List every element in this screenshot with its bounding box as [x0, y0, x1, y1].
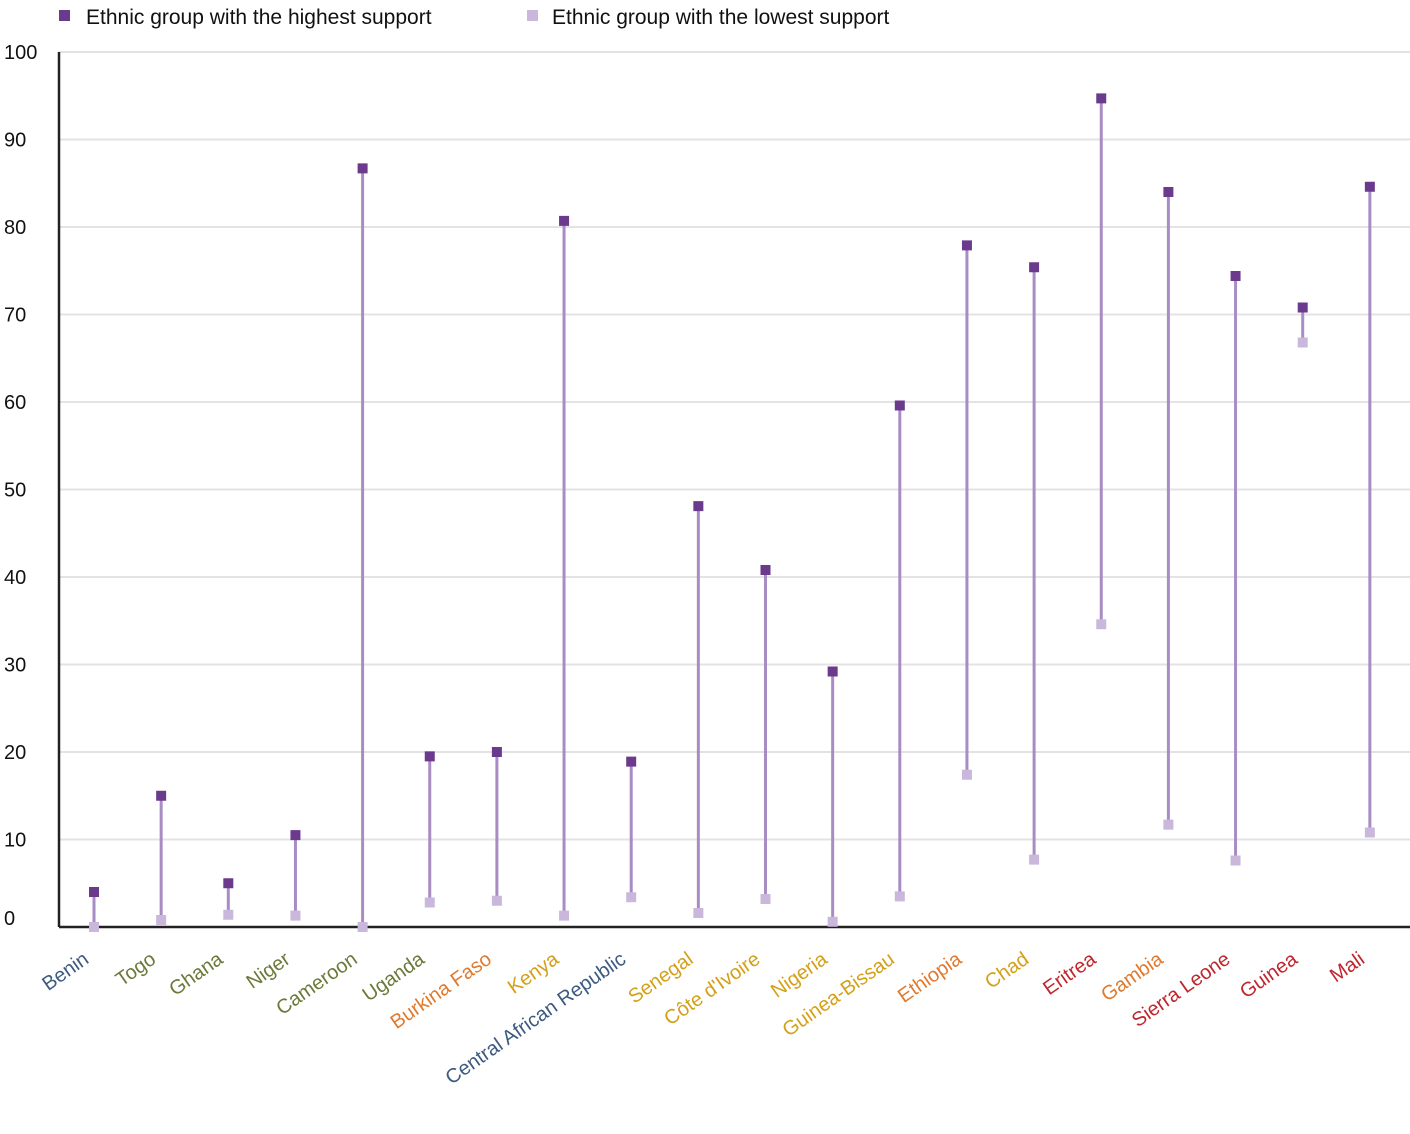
- y-tick-label: 70: [4, 305, 26, 327]
- y-tick-label: 0: [4, 908, 15, 930]
- x-tick-label: Eritrea: [1039, 948, 1101, 1000]
- x-tick-label: Chad: [981, 948, 1033, 993]
- low-point: [290, 910, 301, 921]
- high-point: [89, 887, 99, 897]
- gridlines: [59, 51, 1410, 841]
- low-point: [424, 897, 435, 908]
- high-point: [827, 666, 838, 677]
- high-point: [760, 565, 771, 575]
- high-point: [559, 215, 570, 226]
- legend-low-swatch: [527, 10, 538, 21]
- x-tick-label: Benin: [38, 948, 93, 995]
- points: [89, 93, 1375, 932]
- y-tick-label: 40: [4, 567, 26, 589]
- low-point: [961, 769, 972, 780]
- x-tick-label: Togo: [112, 948, 160, 991]
- low-point: [223, 909, 234, 920]
- y-tick-label: 10: [4, 830, 26, 852]
- low-point: [156, 915, 167, 925]
- y-tick-label: 50: [4, 480, 26, 502]
- high-point: [693, 501, 704, 512]
- low-point: [894, 891, 905, 902]
- x-tick-label: Niger: [243, 948, 295, 994]
- y-tick-labels: 0 10 20 30 40 50 60 70 80 90 100: [4, 42, 37, 930]
- high-point: [290, 830, 301, 841]
- y-tick-label: 100: [4, 42, 37, 64]
- axes: [57, 52, 1410, 929]
- low-point: [1364, 827, 1375, 838]
- x-tick-label: Guinea: [1236, 948, 1302, 1004]
- x-tick-label: Ethiopia: [894, 948, 967, 1008]
- low-point: [89, 922, 99, 932]
- low-point: [357, 922, 368, 932]
- low-point: [491, 895, 502, 906]
- stems: [92, 98, 1372, 927]
- legend: Ethnic group with the highest support Et…: [59, 6, 890, 29]
- y-tick-label: 20: [4, 742, 26, 764]
- high-point: [626, 756, 637, 767]
- low-point: [693, 908, 704, 918]
- high-point: [424, 751, 435, 762]
- low-point: [1096, 619, 1107, 630]
- y-tick-label: 30: [4, 655, 26, 677]
- high-point: [1230, 271, 1241, 281]
- high-point: [961, 240, 972, 251]
- low-point: [1230, 855, 1241, 866]
- high-point: [357, 163, 368, 174]
- y-tick-label: 80: [4, 217, 26, 239]
- x-tick-labels: Benin Togo Ghana NigerCameroonUgandaBurkina…: [38, 948, 1368, 1090]
- x-tick-label: Mali: [1326, 948, 1369, 987]
- low-point: [827, 916, 838, 927]
- high-point: [1364, 181, 1375, 192]
- low-point: [559, 910, 570, 921]
- low-point: [626, 892, 637, 903]
- low-point: [760, 894, 771, 904]
- y-tick-label: 90: [4, 130, 26, 152]
- x-tick-label: Guinea-Bissau: [779, 948, 899, 1041]
- high-point: [1029, 262, 1040, 273]
- high-point: [156, 790, 167, 801]
- low-point: [1163, 819, 1174, 830]
- x-tick-label: Ghana: [165, 948, 228, 1001]
- legend-high-swatch: [59, 10, 70, 21]
- legend-high-label: Ethnic group with the highest support: [86, 6, 432, 29]
- legend-low-label: Ethnic group with the lowest support: [552, 6, 890, 29]
- high-point: [894, 400, 905, 411]
- low-point: [1029, 854, 1040, 865]
- high-point: [223, 878, 234, 889]
- low-point: [1297, 337, 1308, 348]
- y-tick-label: 60: [4, 392, 26, 414]
- high-point: [491, 747, 502, 757]
- high-point: [1297, 302, 1308, 313]
- high-point: [1096, 93, 1107, 104]
- high-point: [1163, 187, 1174, 197]
